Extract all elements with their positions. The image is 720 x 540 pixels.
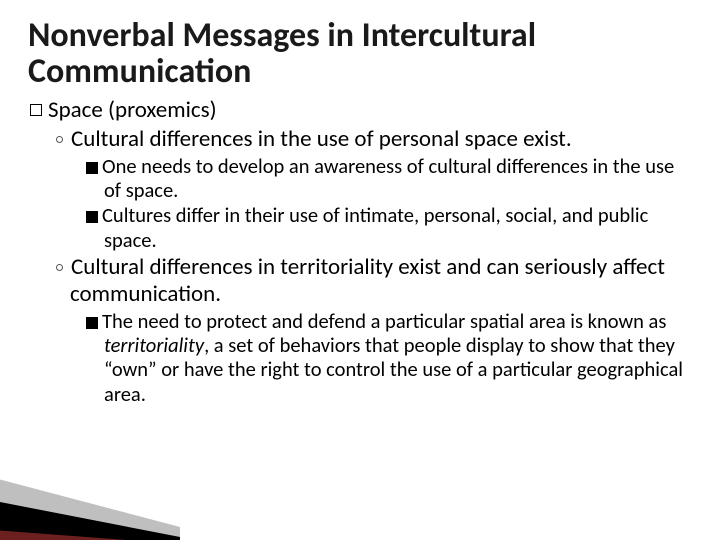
square-solid-icon	[86, 211, 98, 223]
slide-title: Nonverbal Messages in Intercultural Comm…	[28, 18, 692, 89]
bullet-text: One needs to develop an awareness of cul…	[102, 153, 674, 203]
bullet-text: Space (proxemics)	[48, 96, 217, 124]
slide: Nonverbal Messages in Intercultural Comm…	[0, 0, 720, 540]
square-solid-icon	[86, 162, 98, 174]
square-outline-icon	[30, 104, 42, 116]
bullet-level3: One needs to develop an awareness of cul…	[86, 154, 692, 202]
square-solid-icon	[86, 317, 98, 329]
title-line-2: Communication	[28, 51, 251, 92]
circle-outline-icon	[56, 264, 63, 271]
bullet-text: Cultures differ in their use of intimate…	[102, 202, 648, 252]
corner-accent-icon	[0, 432, 180, 540]
bullet-text: Cultural differences in the use of perso…	[71, 125, 572, 153]
bullet-text: Cultural differences in territoriality e…	[70, 253, 665, 308]
bullet-text-pre: The need to protect and defend a particu…	[102, 308, 666, 334]
bullet-text-term: territoriality	[104, 332, 204, 358]
bullet-level3: Cultures differ in their use of intimate…	[86, 203, 692, 251]
bullet-level1: Space (proxemics)	[30, 97, 692, 123]
bullet-level2: Cultural differences in the use of perso…	[56, 126, 692, 153]
bullet-level3: The need to protect and defend a particu…	[86, 309, 692, 406]
circle-outline-icon	[56, 136, 63, 143]
slide-body: Space (proxemics) Cultural differences i…	[28, 97, 692, 405]
bullet-level2: Cultural differences in territoriality e…	[56, 254, 692, 308]
